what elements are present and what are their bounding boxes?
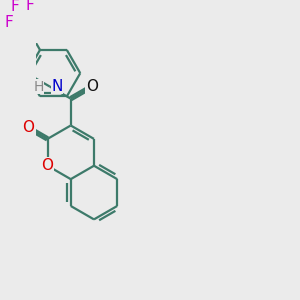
Text: H: H [34, 80, 44, 94]
Text: F: F [26, 0, 34, 13]
Text: F: F [4, 15, 13, 30]
Text: N: N [51, 79, 62, 94]
Text: F: F [11, 0, 20, 14]
Text: O: O [86, 79, 98, 94]
Text: O: O [41, 158, 53, 173]
Text: O: O [22, 120, 34, 135]
